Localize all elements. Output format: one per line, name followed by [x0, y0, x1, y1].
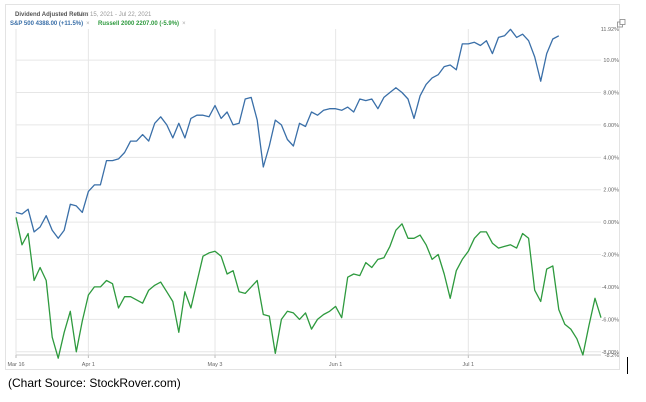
y-tick-label: 11.92% [601, 27, 619, 33]
y-tick-label: 2.00% [603, 188, 619, 194]
chart-frame: 11.92% 10.0% 8.00% 6.00% 4.00% 2.00% 0.00% -2.0… [5, 4, 626, 371]
series-line-sp500[interactable] [15, 28, 560, 239]
y-tick-label: 4.00% [603, 155, 619, 161]
line-chart[interactable]: 11.92% 10.0% 8.00% 6.00% 4.00% 2.00% 0.00% -2.0… [6, 5, 621, 371]
y-tick-label: 6.00% [603, 123, 619, 129]
y-tick-label: 10.0% [603, 58, 619, 64]
y-tick-label: 8.00% [603, 91, 619, 97]
chart-title: Dividend Adjusted Return [15, 12, 89, 18]
x-tick-label: Mar 16 [7, 362, 24, 368]
legend-label-sp500: S&P 500 4388.00 (+11.5%) [10, 21, 84, 27]
y-tick-label: -8.00% [602, 350, 620, 356]
source-caption: (Chart Source: StockRover.com) [8, 376, 181, 390]
y-tick-label: -4.00% [602, 285, 620, 291]
legend-remove-russell2000-icon[interactable]: × [182, 21, 186, 27]
x-tick-label: Apr 1 [82, 362, 95, 368]
y-tick-label: -2.00% [602, 253, 620, 259]
legend-label-russell2000: Russell 2000 2207.00 (-5.9%) [98, 21, 180, 27]
series-line-russell2000[interactable] [15, 217, 602, 359]
legend-item-russell2000[interactable]: Russell 2000 2207.00 (-5.9%) × [98, 21, 186, 27]
popout-icon[interactable] [617, 19, 626, 28]
x-tick-label: May 3 [208, 362, 223, 368]
text-cursor [627, 357, 628, 374]
x-tick-label: Jun 1 [329, 362, 342, 368]
y-tick-label: -6.00% [602, 317, 620, 323]
legend-remove-sp500-icon[interactable]: × [86, 21, 90, 27]
x-tick-label: Jul 1 [463, 362, 475, 368]
legend-item-sp500[interactable]: S&P 500 4388.00 (+11.5%) × [10, 21, 90, 27]
chart-date-range: Mar 15, 2021 - Jul 22, 2021 [78, 12, 152, 18]
y-tick-label: 0.00% [603, 220, 619, 226]
y-tick-label: -8.2% [605, 353, 619, 359]
